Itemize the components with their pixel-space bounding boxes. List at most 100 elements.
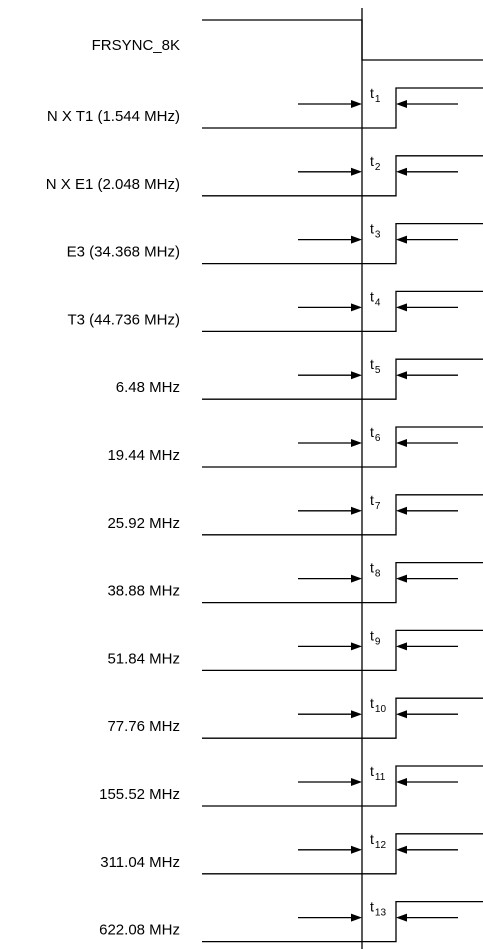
right-arrowhead-icon xyxy=(351,710,362,719)
signal-label: T3 (44.736 MHz) xyxy=(67,311,180,328)
signal-waveform xyxy=(202,426,483,468)
signal-label: 6.48 MHz xyxy=(116,379,180,396)
frsync-8k-label: FRSYNC_8K xyxy=(92,37,180,54)
timing-label: t10 xyxy=(370,695,386,715)
right-arrowhead-icon xyxy=(351,235,362,244)
left-arrowhead-icon xyxy=(396,167,407,176)
left-arrowhead-icon xyxy=(396,100,407,108)
signal-waveform xyxy=(202,629,483,672)
right-arrowhead-icon xyxy=(351,574,362,583)
signal-row: T3 (44.736 MHz) t4 xyxy=(67,288,483,333)
timing-symbol: t xyxy=(370,831,374,847)
signal-waveform xyxy=(202,290,483,333)
signal-waveform xyxy=(202,697,483,739)
timing-label: t7 xyxy=(370,492,381,512)
signal-row: N X T1 (1.544 MHz) t1 xyxy=(47,85,483,129)
timing-label: t11 xyxy=(370,763,386,783)
timing-symbol: t xyxy=(370,288,374,304)
timing-symbol: t xyxy=(370,85,374,101)
left-arrowhead-icon xyxy=(396,235,407,244)
right-arrowhead-icon xyxy=(351,642,362,651)
timing-subscript: 3 xyxy=(375,230,381,241)
signal-waveform xyxy=(202,87,483,129)
timing-label: t6 xyxy=(370,424,381,444)
timing-subscript: 4 xyxy=(375,297,381,308)
timing-subscript: 10 xyxy=(375,704,387,715)
timing-label: t12 xyxy=(370,831,386,851)
signal-label: N X E1 (2.048 MHz) xyxy=(46,176,180,193)
signal-waveform xyxy=(202,358,483,400)
signal-row: 19.44 MHz t6 xyxy=(107,424,483,468)
timing-symbol: t xyxy=(370,560,374,576)
timing-subscript: 2 xyxy=(375,162,381,173)
signal-label: 311.04 MHz xyxy=(100,854,180,871)
signal-row: 25.92 MHz t7 xyxy=(107,492,483,536)
signal-label: 38.88 MHz xyxy=(107,583,180,600)
timing-symbol: t xyxy=(370,221,374,237)
timing-subscript: 1 xyxy=(375,94,381,105)
right-arrowhead-icon xyxy=(351,913,362,922)
signal-row: 38.88 MHz t8 xyxy=(107,560,483,604)
timing-subscript: 11 xyxy=(375,772,386,783)
timing-label: t2 xyxy=(370,153,381,173)
right-arrowhead-icon xyxy=(351,845,362,854)
left-arrowhead-icon xyxy=(396,439,407,447)
timing-subscript: 5 xyxy=(375,365,381,376)
signal-label: N X T1 (1.544 MHz) xyxy=(47,108,180,125)
signal-waveform xyxy=(202,561,483,604)
signal-row: 311.04 MHz t12 xyxy=(100,831,483,875)
signal-label: 51.84 MHz xyxy=(107,650,180,667)
timing-symbol: t xyxy=(370,153,374,169)
signal-waveform xyxy=(202,222,483,265)
signal-row: 155.52 MHz t11 xyxy=(99,763,483,807)
right-arrowhead-icon xyxy=(351,100,362,108)
timing-symbol: t xyxy=(370,763,374,779)
signal-label: 77.76 MHz xyxy=(107,718,180,735)
left-arrowhead-icon xyxy=(396,778,407,786)
signal-label: 19.44 MHz xyxy=(107,447,180,464)
signal-waveform xyxy=(202,900,483,943)
left-arrowhead-icon xyxy=(396,845,407,854)
timing-symbol: t xyxy=(370,492,374,508)
timing-label: t5 xyxy=(370,356,381,376)
timing-label: t4 xyxy=(370,288,381,308)
signal-row: 622.08 MHz t13 xyxy=(99,899,483,943)
timing-subscript: 13 xyxy=(375,908,387,919)
signal-label: E3 (34.368 MHz) xyxy=(67,244,180,261)
timing-symbol: t xyxy=(370,627,374,643)
left-arrowhead-icon xyxy=(396,506,407,515)
timing-subscript: 7 xyxy=(375,501,381,512)
right-arrowhead-icon xyxy=(351,506,362,515)
signal-row: 77.76 MHz t10 xyxy=(107,695,483,739)
left-arrowhead-icon xyxy=(396,574,407,583)
signal-row: 51.84 MHz t9 xyxy=(107,627,483,672)
timing-label: t9 xyxy=(370,627,381,647)
left-arrowhead-icon xyxy=(396,913,407,922)
signal-waveform xyxy=(202,155,483,197)
timing-label: t13 xyxy=(370,899,386,919)
signal-waveform xyxy=(202,765,483,807)
timing-symbol: t xyxy=(370,424,374,440)
signal-row: N X E1 (2.048 MHz) t2 xyxy=(46,153,483,197)
timing-subscript: 12 xyxy=(375,840,387,851)
right-arrowhead-icon xyxy=(351,303,362,312)
signal-row: 6.48 MHz t5 xyxy=(116,356,483,400)
timing-label: t3 xyxy=(370,221,381,241)
timing-symbol: t xyxy=(370,899,374,915)
right-arrowhead-icon xyxy=(351,167,362,176)
signal-label: 25.92 MHz xyxy=(107,515,180,532)
signal-label: 622.08 MHz xyxy=(99,922,180,939)
timing-subscript: 8 xyxy=(375,569,381,580)
left-arrowhead-icon xyxy=(396,303,407,312)
timing-subscript: 9 xyxy=(375,636,381,647)
timing-symbol: t xyxy=(370,356,374,372)
signal-label: 155.52 MHz xyxy=(99,786,180,803)
timing-label: t1 xyxy=(370,85,381,105)
left-arrowhead-icon xyxy=(396,371,407,380)
frsync-8k-waveform xyxy=(202,19,483,61)
timing-symbol: t xyxy=(370,695,374,711)
timing-label: t8 xyxy=(370,560,381,580)
timing-subscript: 6 xyxy=(375,433,381,444)
